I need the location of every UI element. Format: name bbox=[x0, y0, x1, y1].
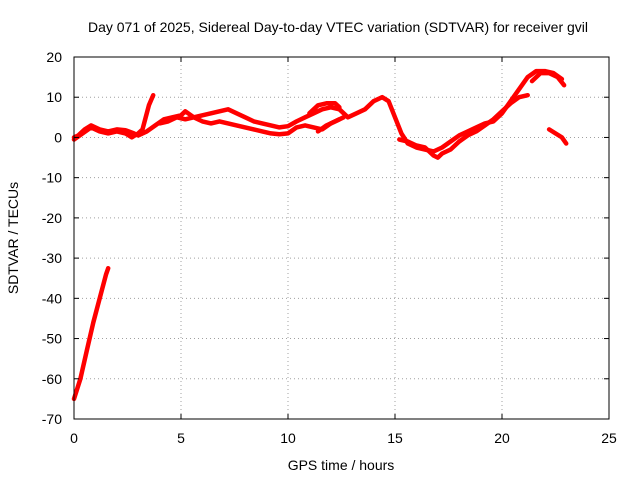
y-axis-label: SDTVAR / TECUs bbox=[5, 182, 21, 294]
series-line-sdtvar-offset-2 bbox=[157, 115, 342, 137]
y-tick-label: -40 bbox=[42, 290, 62, 306]
series-line-sdtvar-offset-3 bbox=[307, 101, 342, 116]
y-tick-label: 20 bbox=[46, 49, 62, 65]
chart-title: Day 071 of 2025, Sidereal Day-to-day VTE… bbox=[88, 19, 588, 35]
y-tick-label: -30 bbox=[42, 250, 62, 266]
series-line-sdtvar-offset-5 bbox=[397, 92, 530, 160]
x-tick-label: 20 bbox=[494, 430, 510, 446]
y-tick-label: -70 bbox=[42, 411, 62, 427]
series-line-sdtvar-offset-4 bbox=[315, 115, 346, 134]
y-tick-label: -10 bbox=[42, 170, 62, 186]
axis-ticks: 0 5 10 15 20 25 -70 -60 -50 -40 -30 -20 -10 0 10 20 bbox=[42, 49, 617, 446]
y-tick-label: -50 bbox=[42, 331, 62, 347]
y-tick-label: -60 bbox=[42, 371, 62, 387]
series-line-sdtvar-main bbox=[71, 68, 565, 154]
series-line-sdtvar-late bbox=[546, 127, 569, 146]
series-line-sdtvar-offset-6 bbox=[529, 70, 567, 88]
y-tick-label: -20 bbox=[42, 210, 62, 226]
plot-frame bbox=[73, 56, 610, 420]
x-tick-label: 5 bbox=[177, 430, 185, 446]
x-axis-label: GPS time / hours bbox=[288, 457, 395, 473]
x-tick-label: 25 bbox=[601, 430, 617, 446]
y-tick-label: 10 bbox=[46, 89, 62, 105]
y-tick-label: 0 bbox=[54, 129, 62, 145]
x-tick-label: 10 bbox=[280, 430, 296, 446]
series-group bbox=[71, 68, 569, 402]
x-tick-label: 0 bbox=[70, 430, 78, 446]
series-line-sdtvar-early-steep bbox=[71, 265, 111, 402]
x-tick-label: 15 bbox=[387, 430, 403, 446]
series-line-sdtvar-offset-1 bbox=[71, 92, 156, 142]
